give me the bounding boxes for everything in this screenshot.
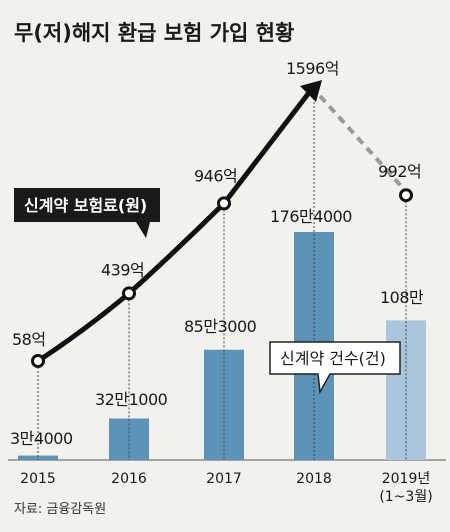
premium-legend-label: 신계약 보험료(원) [24,196,147,215]
x-tick-sublabel-2019년: (1~3월) [379,489,432,505]
bar-value-label-2017: 85만3000 [184,317,257,336]
premium-point-2019년 [399,188,413,203]
bar-value-label-2015: 3만4000 [10,429,73,448]
premium-point-2017 [217,196,231,211]
bar-value-label-2018: 176만4000 [270,207,352,226]
line-value-label-2015: 58억 [12,330,46,349]
x-tick-label-2018: 2018 [296,471,332,487]
count-legend-box [269,341,401,395]
line-value-label-2016: 439억 [101,260,144,279]
x-tick-label-2019년: 2019년 [382,471,431,487]
premium-line [35,91,311,364]
premium-point-2016 [122,286,136,301]
bar-value-label-2016: 32만1000 [95,390,168,409]
bar-2015 [18,455,58,460]
source-note: 자료: 금융감독원 [14,502,106,517]
premium-legend-box [14,188,160,238]
x-tick-label-2017: 2017 [206,471,242,487]
bar-value-label-2019년: 108만 [380,288,424,307]
premium-line-arrowhead [300,80,322,102]
x-tick-label-2016: 2016 [111,471,147,487]
premium-line-dashed [318,94,406,191]
line-value-label-2017: 946억 [194,166,237,185]
count-legend-label: 신계약 건수(건) [280,349,386,368]
chart-title: 무(저)해지 환급 보험 가입 현황 [14,21,294,45]
line-value-label-2019년: 992억 [378,162,421,181]
line-value-label-2018: 1596억 [286,59,339,78]
x-tick-label-2015: 2015 [20,471,56,487]
premium-point-2015 [31,354,45,368]
